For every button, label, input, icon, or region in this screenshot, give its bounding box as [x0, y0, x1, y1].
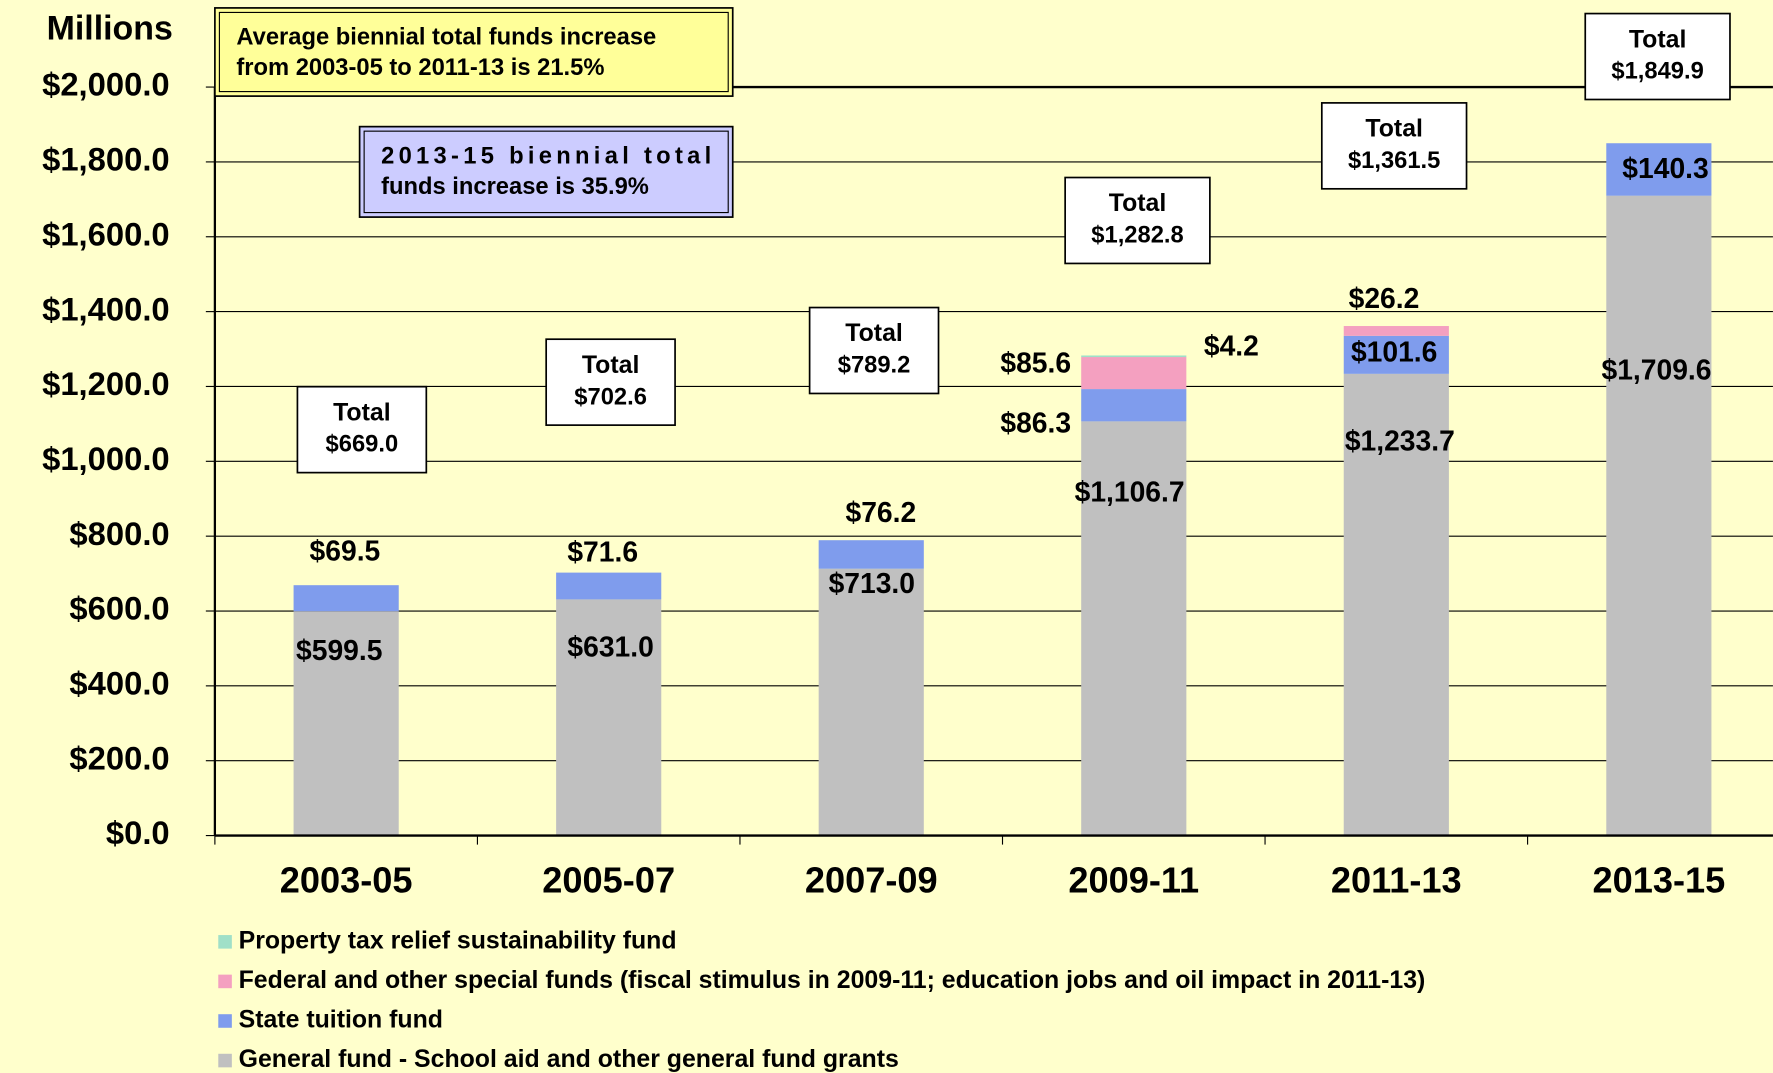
- legend-label: General fund - School aid and other gene…: [239, 1045, 899, 1073]
- total-box: [1320, 102, 1468, 190]
- bar-segment: [1343, 326, 1449, 336]
- y-tick-label: $1,000.0: [42, 440, 170, 477]
- total-label: Total: [1109, 189, 1167, 217]
- total-box: [1584, 12, 1731, 101]
- x-tick-label: 2013-15: [1592, 860, 1725, 901]
- value-label: $85.6: [1000, 347, 1071, 379]
- total-value: $1,361.5: [1348, 148, 1440, 174]
- bar-segment: [1606, 143, 1712, 196]
- legend-label: State tuition fund: [239, 1006, 443, 1034]
- y-tick-label: $1,200.0: [42, 365, 170, 402]
- bar-segment: [1081, 355, 1187, 358]
- y-tick-label: $1,400.0: [42, 290, 170, 327]
- annotation-text: 2013-15 biennial total: [381, 143, 711, 169]
- value-label: $101.6: [1351, 335, 1437, 367]
- value-label: $26.2: [1349, 282, 1420, 314]
- total-box: [545, 338, 676, 426]
- legend-label: Federal and other special funds (fiscal …: [239, 966, 1426, 994]
- total-label: Total: [333, 398, 391, 426]
- x-tick-label: 2005-07: [542, 860, 675, 901]
- bar-segment: [818, 540, 924, 569]
- legend-swatch: [218, 1014, 232, 1028]
- bar-segment: [1081, 357, 1187, 390]
- bar-segment: [293, 585, 399, 612]
- bar-segment: [1343, 335, 1449, 374]
- bar-segment: [1606, 195, 1712, 836]
- y-tick-label: $400.0: [69, 665, 169, 702]
- y-tick-label: $1,600.0: [42, 215, 170, 252]
- total-value: $1,849.9: [1611, 59, 1703, 85]
- total-label: Total: [582, 351, 640, 379]
- total-value: $669.0: [326, 432, 399, 458]
- total-box: [1064, 176, 1211, 265]
- legend-swatch: [218, 935, 232, 949]
- legend-label: Property tax relief sustainability fund: [239, 926, 677, 954]
- value-label: $140.3: [1622, 152, 1708, 184]
- total-label: Total: [845, 319, 903, 347]
- y-tick-label: $200.0: [69, 739, 169, 776]
- legend-swatch: [218, 1053, 232, 1068]
- legend-swatch: [218, 974, 232, 989]
- bar-segment: [818, 568, 924, 836]
- value-label: $1,106.7: [1075, 476, 1185, 508]
- x-tick-label: 2009-11: [1068, 860, 1199, 901]
- annotation-text: from 2003-05 to 2011-13 is 21.5%: [236, 55, 604, 81]
- value-label: $1,709.6: [1601, 353, 1711, 385]
- annotation-box-inner: [363, 130, 729, 214]
- bar-segment: [1343, 373, 1449, 836]
- y-tick-label: $800.0: [69, 515, 169, 552]
- x-tick-label: 2007-09: [805, 860, 938, 901]
- x-tick-label: 2011-13: [1331, 860, 1462, 901]
- value-label: $4.2: [1204, 330, 1259, 362]
- y-tick-label: $0.0: [106, 814, 170, 851]
- y-axis-label: Millions: [47, 9, 173, 47]
- y-tick-label: $2,000.0: [42, 66, 170, 103]
- y-tick-label: $600.0: [69, 590, 169, 627]
- bar-segment: [1081, 389, 1187, 422]
- total-box: [296, 385, 428, 474]
- total-label: Total: [1629, 25, 1687, 53]
- value-label: $76.2: [845, 496, 916, 528]
- annotation-box: [214, 7, 734, 97]
- total-box: [808, 306, 940, 395]
- annotation-box: [358, 125, 734, 218]
- total-value: $789.2: [838, 353, 911, 379]
- value-label: $713.0: [829, 567, 915, 599]
- y-tick-label: $1,800.0: [42, 141, 170, 178]
- value-label: $71.6: [567, 535, 638, 567]
- bar-segment: [556, 572, 662, 600]
- x-tick-label: 2003-05: [280, 860, 413, 901]
- value-label: $599.5: [296, 634, 382, 666]
- total-value: $702.6: [574, 384, 647, 410]
- total-value: $1,282.8: [1091, 223, 1183, 249]
- annotation-text: Average biennial total funds increase: [236, 25, 656, 51]
- value-label: $86.3: [1000, 407, 1071, 439]
- annotation-box-inner: [218, 11, 729, 93]
- value-label: $1,233.7: [1345, 425, 1455, 457]
- annotation-text: funds increase is 35.9%: [381, 174, 649, 200]
- total-label: Total: [1365, 115, 1423, 143]
- bar-segment: [1081, 421, 1187, 836]
- bar-segment: [556, 599, 662, 836]
- value-label: $69.5: [310, 534, 381, 566]
- value-label: $631.0: [567, 630, 653, 662]
- bar-segment: [293, 611, 399, 836]
